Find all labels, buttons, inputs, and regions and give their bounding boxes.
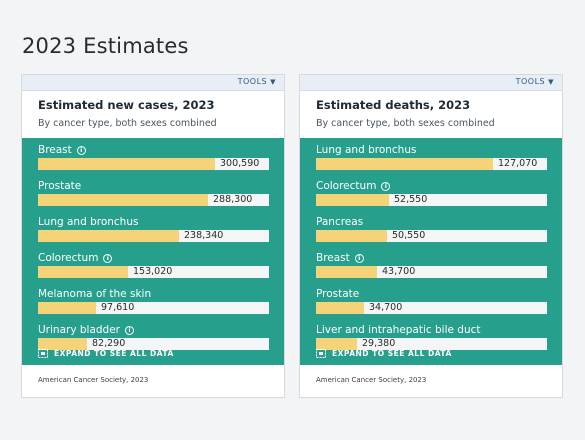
bar-track: 34,700: [316, 302, 547, 314]
source-note: American Cancer Society, 2023: [38, 376, 149, 384]
bar-value: 82,290: [92, 338, 126, 349]
bar-label: Colorectum i: [316, 178, 546, 194]
bar-row: Colorectum i 153,020: [38, 250, 269, 286]
bar-label: Prostate: [38, 178, 268, 194]
bar-row: Prostate 288,300: [38, 178, 269, 214]
bar-label: Breast i: [38, 142, 268, 158]
bar-panel: Breast i 300,590 Prostate 288,300 Lung and br…: [22, 138, 284, 365]
bar-track: 29,380: [316, 338, 547, 350]
bar-label: Liver and intrahepatic bile duct: [316, 322, 546, 338]
bar-value: 34,700: [369, 302, 403, 313]
bar-row: Urinary bladder i 82,290: [38, 322, 269, 358]
bar-track: 43,700: [316, 266, 547, 278]
bar-label-text: Breast: [38, 144, 72, 156]
bar-value: 97,610: [101, 302, 135, 313]
bar-fill: [316, 302, 364, 314]
bar-label: Melanoma of the skin: [38, 286, 268, 302]
bar-track: 153,020: [38, 266, 269, 278]
bar-row: Breast i 300,590: [38, 142, 269, 178]
bar-value: 52,550: [394, 194, 428, 205]
bar-track: 127,070: [316, 158, 547, 170]
bar-value: 300,590: [220, 158, 260, 169]
bar-label-text: Urinary bladder: [38, 324, 121, 336]
bar-fill: [316, 194, 389, 206]
tools-bar: TOOLS ▼: [22, 75, 284, 91]
bar-label-text: Lung and bronchus: [316, 144, 417, 156]
bar-fill: [316, 230, 387, 242]
bar-row: Colorectum i 52,550: [316, 178, 547, 214]
bar-fill: [38, 302, 96, 314]
card-title: Estimated new cases, 2023: [38, 98, 215, 112]
bar-fill: [316, 266, 377, 278]
bar-value: 288,300: [213, 194, 253, 205]
bar-fill: [38, 230, 179, 242]
caret-down-icon: ▼: [548, 78, 554, 86]
bar-value: 50,550: [392, 230, 426, 241]
bar-label: Urinary bladder i: [38, 322, 268, 338]
bar-label: Pancreas: [316, 214, 546, 230]
source-note: American Cancer Society, 2023: [316, 376, 427, 384]
bar-label-text: Prostate: [316, 288, 360, 300]
bar-panel: Lung and bronchus 127,070 Colorectum i 52,55…: [300, 138, 562, 365]
bar-value: 127,070: [498, 158, 538, 169]
bar-fill: [38, 266, 128, 278]
bar-label-text: Liver and intrahepatic bile duct: [316, 324, 481, 336]
bar-label-text: Melanoma of the skin: [38, 288, 152, 300]
card-subtitle: By cancer type, both sexes combined: [316, 118, 495, 129]
tools-bar: TOOLS ▼: [300, 75, 562, 91]
info-icon[interactable]: i: [103, 253, 113, 263]
bar-label: Colorectum i: [38, 250, 268, 266]
bar-value: 153,020: [133, 266, 173, 277]
bar-value: 43,700: [382, 266, 416, 277]
new-cases-card: TOOLS ▼ Estimated new cases, 2023 By canc…: [21, 74, 285, 398]
deaths-card: TOOLS ▼ Estimated deaths, 2023 By cancer …: [299, 74, 563, 398]
bar-fill: [38, 194, 208, 206]
bar-row: Liver and intrahepatic bile duct 29,380: [316, 322, 547, 358]
bar-row: Lung and bronchus 238,340: [38, 214, 269, 250]
bar-label-text: Colorectum: [316, 180, 377, 192]
bar-track: 300,590: [38, 158, 269, 170]
bar-track: 50,550: [316, 230, 547, 242]
card-subtitle: By cancer type, both sexes combined: [38, 118, 217, 129]
page-title: 2023 Estimates: [22, 34, 189, 58]
bar-label: Lung and bronchus: [38, 214, 268, 230]
bar-label-text: Colorectum: [38, 252, 99, 264]
bar-track: 82,290: [38, 338, 269, 350]
expand-button[interactable]: EXPAND TO SEE ALL DATA: [316, 349, 452, 358]
bar-row: Melanoma of the skin 97,610: [38, 286, 269, 322]
bar-fill: [316, 338, 357, 350]
bar-track: 238,340: [38, 230, 269, 242]
bar-fill: [38, 158, 215, 170]
info-icon[interactable]: i: [76, 145, 86, 155]
bar-row: Prostate 34,700: [316, 286, 547, 322]
bar-row: Lung and bronchus 127,070: [316, 142, 547, 178]
bar-row: Breast i 43,700: [316, 250, 547, 286]
bar-row: Pancreas 50,550: [316, 214, 547, 250]
expand-icon: [38, 349, 48, 358]
card-title: Estimated deaths, 2023: [316, 98, 471, 112]
info-icon[interactable]: i: [354, 253, 364, 263]
bar-value: 238,340: [184, 230, 224, 241]
tools-button[interactable]: TOOLS ▼: [515, 77, 554, 86]
info-icon[interactable]: i: [125, 325, 135, 335]
expand-button[interactable]: EXPAND TO SEE ALL DATA: [38, 349, 174, 358]
tools-button[interactable]: TOOLS ▼: [237, 77, 276, 86]
expand-icon: [316, 349, 326, 358]
bar-track: 288,300: [38, 194, 269, 206]
bar-fill: [38, 338, 87, 350]
bar-label-text: Lung and bronchus: [38, 216, 139, 228]
bar-label: Prostate: [316, 286, 546, 302]
bar-label: Breast i: [316, 250, 546, 266]
bar-fill: [316, 158, 493, 170]
bar-label-text: Pancreas: [316, 216, 364, 228]
bar-label-text: Breast: [316, 252, 350, 264]
bar-track: 52,550: [316, 194, 547, 206]
bar-label: Lung and bronchus: [316, 142, 546, 158]
bar-label-text: Prostate: [38, 180, 82, 192]
bar-value: 29,380: [362, 338, 396, 349]
info-icon[interactable]: i: [381, 181, 391, 191]
bar-track: 97,610: [38, 302, 269, 314]
caret-down-icon: ▼: [270, 78, 276, 86]
